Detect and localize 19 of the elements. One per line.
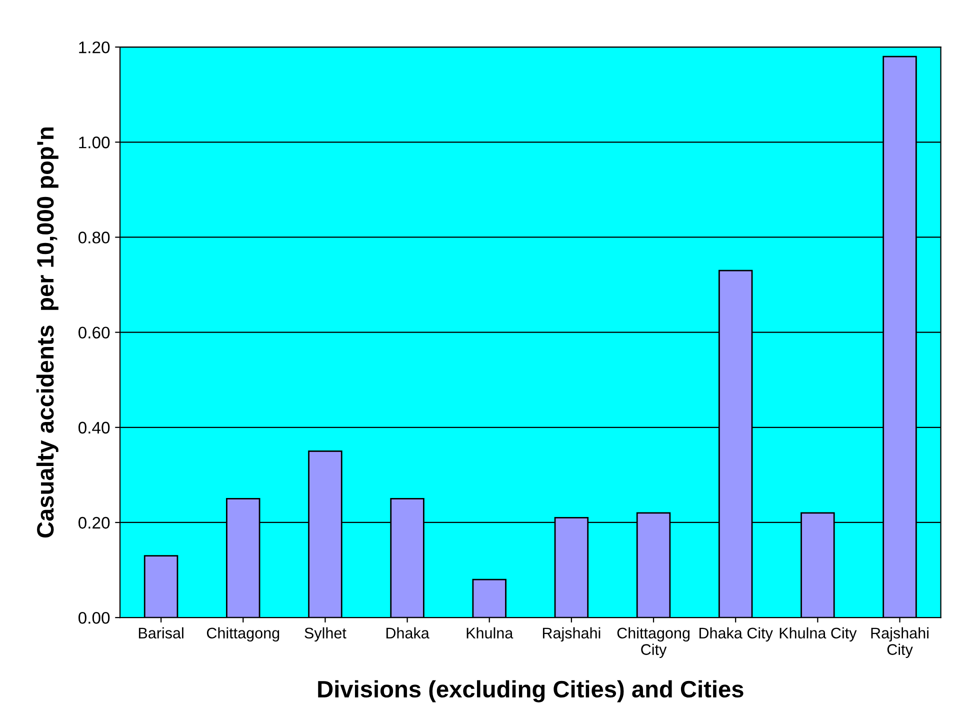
x-tick-label: Barisal <box>138 627 184 639</box>
y-tick-label: 0.60 <box>78 326 110 339</box>
x-tick-label: Chittagong <box>206 627 280 642</box>
x-tick-label: Chittagong City <box>617 627 690 658</box>
x-tick-label: Khulna <box>466 627 514 639</box>
x-tick-label: Rajshahi City <box>871 627 928 658</box>
x-tick-label: Khulna City <box>780 627 857 642</box>
y-tick-label: 0.40 <box>78 422 110 434</box>
y-tick-label: 0.20 <box>78 516 110 529</box>
y-axis-title: Casualty accidents per 10,000 pop'n <box>36 128 58 538</box>
x-tick-label: Sylhet <box>304 627 346 642</box>
y-tick-label: 0.80 <box>78 232 110 244</box>
y-tick-label: 0.00 <box>78 612 110 624</box>
x-tick-label: Dhaka City <box>699 627 773 642</box>
x-tick-label: Dhaka <box>386 627 430 639</box>
x-tick-label: Rajshahi <box>542 627 600 642</box>
x-axis-title: Divisions (excluding Cities) and Cities <box>318 680 744 702</box>
y-tick-label: 1.00 <box>79 136 110 148</box>
y-tick-label: 1.20 <box>79 41 110 54</box>
